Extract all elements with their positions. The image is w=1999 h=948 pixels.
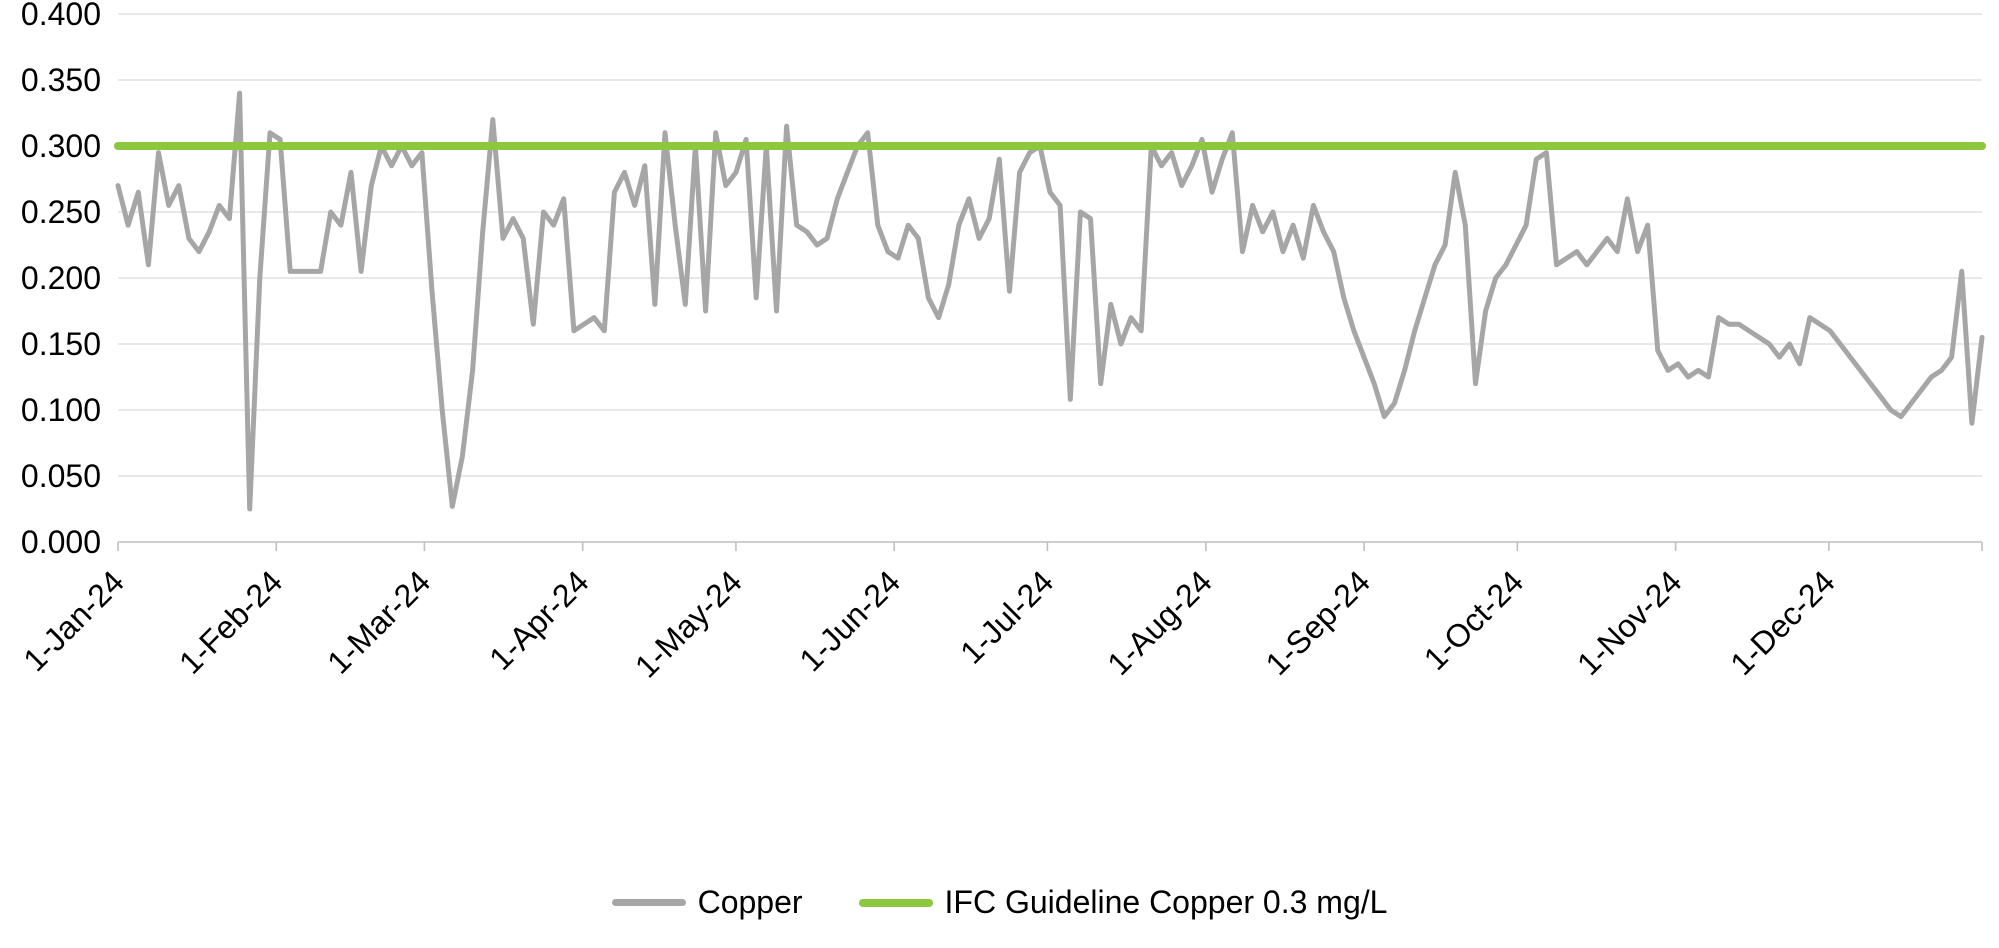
y-axis-tick-label: 0.400	[21, 0, 101, 32]
copper-series-line	[115, 90, 1985, 512]
y-axis-tick-label: 0.250	[21, 194, 101, 230]
x-axis-tick-label: 1-Dec-24	[1723, 563, 1842, 682]
y-axis-tick-label: 0.000	[21, 524, 101, 560]
guideline-line-swatch	[858, 898, 933, 907]
legend-item-copper: Copper	[611, 884, 803, 921]
x-axis-tick-label: 1-Apr-24	[482, 563, 595, 676]
x-axis-tick-label: 1-Jan-24	[16, 563, 131, 678]
guideline-legend-label: IFC Guideline Copper 0.3 mg/L	[944, 884, 1388, 920]
x-axis-tick-label: 1-Feb-24	[172, 563, 289, 680]
y-axis-tick-label: 0.300	[21, 128, 101, 164]
x-axis-tick-label: 1-Sep-24	[1259, 563, 1378, 682]
copper-line-swatch	[611, 899, 686, 906]
copper-legend-label: Copper	[697, 884, 803, 920]
x-axis-tick-label: 1-Jun-24	[792, 563, 907, 678]
x-axis-tick-label: 1-Aug-24	[1100, 563, 1219, 682]
x-axis-tick-label: 1-May-24	[628, 563, 749, 684]
y-axis-tick-label: 0.200	[21, 260, 101, 296]
y-axis-tick-label: 0.350	[21, 62, 101, 98]
chart-legend: Copper IFC Guideline Copper 0.3 mg/L	[0, 884, 1999, 921]
y-axis-tick-label: 0.050	[21, 458, 101, 494]
x-axis-tick-label: 1-Mar-24	[320, 563, 437, 680]
x-axis-tick-label: 1-Jul-24	[953, 563, 1060, 670]
x-axis-tick-label: 1-Oct-24	[1417, 563, 1530, 676]
y-axis-tick-label: 0.100	[21, 392, 101, 428]
y-axis-tick-label: 0.150	[21, 326, 101, 362]
x-axis-tick-label: 1-Nov-24	[1570, 563, 1689, 682]
legend-item-guideline: IFC Guideline Copper 0.3 mg/L	[858, 884, 1388, 921]
